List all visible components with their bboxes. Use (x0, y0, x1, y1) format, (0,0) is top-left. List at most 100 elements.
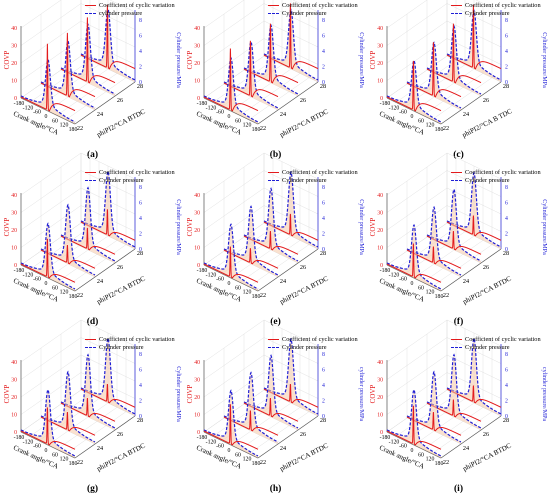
pressure-tick-label: 0 (139, 247, 142, 253)
legend-item: Coefficient of cyclic variation (85, 169, 184, 177)
y-tick-label: 26 (300, 264, 306, 271)
cov-axis-label: COVP (369, 385, 377, 404)
grid-line (431, 411, 493, 454)
x-tick-label: -60 (33, 277, 41, 283)
curves (386, 171, 502, 291)
cov-legend-swatch (85, 5, 96, 6)
legend-item: Coefficient of cyclic variation (451, 169, 550, 177)
grid-line (386, 187, 448, 231)
grid-line (20, 170, 82, 213)
y-tick-label: 28 (503, 250, 509, 257)
cov-tick-label: 40 (194, 193, 200, 199)
grid-line (386, 0, 428, 29)
panel-label: (e) (270, 317, 281, 327)
pressure-fill-area (41, 371, 95, 444)
x-tick-label: 60 (52, 452, 58, 458)
cov-tick-label: 0 (14, 96, 17, 102)
legend-label: Cylinder pressure (99, 344, 144, 351)
cov-curve (203, 48, 259, 112)
pressure-axis-label: Cylinder pressure/MPa (358, 32, 364, 88)
x-tick-label: -180 (14, 435, 25, 441)
grid-line (386, 152, 448, 196)
y-axis-label: phiPI2/°CA BTDC (279, 441, 330, 472)
grid-line (203, 55, 265, 99)
x-tick-label: -180 (197, 101, 208, 107)
pressure-tick-label: 6 (505, 200, 508, 206)
grid-line (203, 38, 265, 81)
pressure-fill-area (41, 204, 95, 277)
legend-item: Coefficient of cyclic variation (85, 336, 184, 344)
pressure-tick-label: 8 (505, 185, 508, 191)
legend: Coefficient of cyclic variation cylinder … (85, 2, 184, 18)
grid-line (395, 227, 457, 270)
pressure-legend-swatch (451, 180, 462, 181)
cov-legend-swatch (85, 172, 96, 173)
pressure-axis-label: cylinder pressure/MPa (358, 367, 364, 421)
y-axis-label: phiPI2/°CA BTDC (96, 441, 147, 472)
chart-panel-e: -180 -120 -60 0 60 120 180 22 24 26 28 0 10 20 30 40 0 2 4… (184, 152, 367, 334)
grid-line (20, 319, 82, 363)
cov-legend-swatch (451, 172, 462, 173)
x-tick-label: 120 (243, 457, 252, 463)
x-tick-label: -60 (33, 110, 41, 116)
curves (20, 4, 136, 124)
cov-tick-label: 20 (11, 395, 17, 401)
pressure-legend-swatch (85, 180, 96, 181)
pressure-tick-label: 0 (322, 80, 325, 86)
y-tick-label: 26 (117, 97, 123, 104)
grid-line (203, 372, 265, 415)
cov-tick-label: 20 (377, 61, 383, 67)
axes (203, 177, 319, 292)
legend-item: Coefficient of cyclic variation (268, 169, 367, 177)
x-tick-label: -180 (380, 101, 391, 107)
y-axis-line (257, 248, 319, 292)
grid-line (29, 394, 91, 437)
cov-axis-label: COVP (3, 218, 11, 237)
grid-line (203, 337, 265, 380)
pressure-tick-label: 2 (322, 231, 325, 237)
curves (203, 170, 319, 291)
cov-tick-label: 20 (11, 61, 17, 67)
cov-axis-label: COVP (186, 51, 194, 70)
cov-axis-label: COVP (3, 385, 11, 404)
grid-line (203, 205, 265, 248)
grid-line (20, 3, 82, 46)
pressure-tick-label: 8 (322, 352, 325, 358)
grid-line (386, 354, 448, 398)
axes (203, 344, 319, 459)
cov-curve (386, 243, 442, 283)
grid-line (386, 319, 448, 363)
x-tick-label: -120 (206, 272, 217, 278)
y-tick-label: 26 (117, 431, 123, 438)
pressure-axis-label: Cylinder pressure/MPa (175, 199, 181, 255)
y-axis-line (74, 248, 136, 292)
legend: Coefficient of cyclic variation Cylinder … (451, 336, 550, 352)
cov-curve (20, 43, 76, 112)
grid-line (65, 244, 127, 287)
cov-tick-label: 40 (377, 193, 383, 199)
pressure-tick-label: 4 (505, 383, 508, 389)
grid-line (20, 337, 82, 380)
cov-tick-label: 20 (11, 228, 17, 234)
axes (386, 10, 502, 125)
cov-tick-label: 20 (377, 395, 383, 401)
legend-item: Cylinder pressure (451, 344, 550, 352)
pressure-tick-label: 4 (139, 216, 142, 222)
cov-tick-label: 10 (377, 246, 383, 252)
pressure-curve (386, 223, 442, 290)
cov-tick-label: 10 (194, 413, 200, 419)
x-tick-label: -180 (380, 435, 391, 441)
cov-tick-label: 20 (194, 395, 200, 401)
axes (386, 344, 502, 459)
grid-line (29, 60, 91, 103)
y-tick-label: 28 (320, 250, 326, 257)
pressure-tick-label: 4 (322, 49, 325, 55)
legend-item: Coefficient of cyclic variation (451, 336, 550, 344)
panel-label: (i) (454, 484, 463, 494)
cov-tick-label: 30 (11, 44, 17, 50)
pressure-curve (20, 388, 76, 457)
